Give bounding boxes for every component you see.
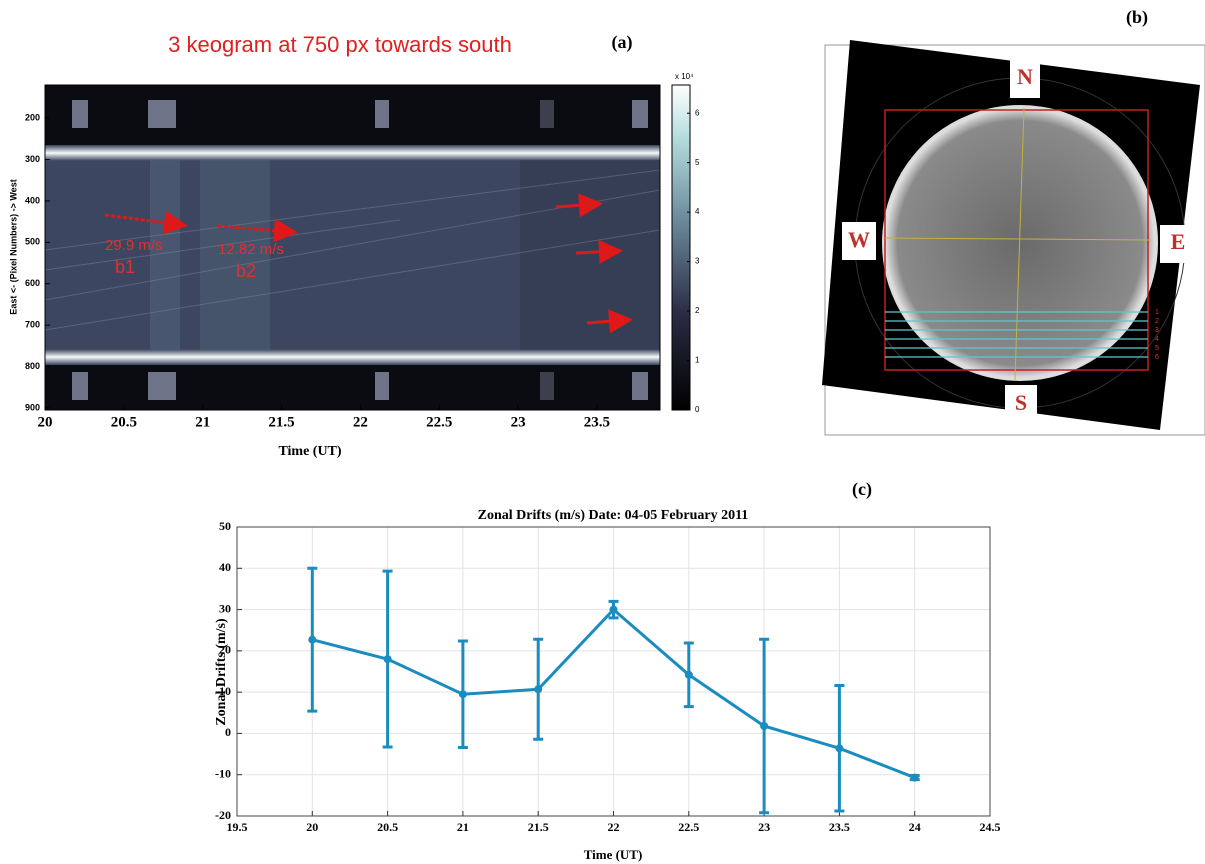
x-tick-label: 22.5 xyxy=(426,414,452,430)
x-tick-label: 22 xyxy=(608,820,620,834)
y-tick-label: 500 xyxy=(25,237,40,247)
colorbar-tick-label: 6 xyxy=(695,108,700,117)
annotation: 12.82 m/s xyxy=(218,241,284,258)
y-tick-label: 20 xyxy=(219,643,231,657)
colorbar-tick-label: 2 xyxy=(695,306,700,315)
x-tick-label: 21 xyxy=(457,820,469,834)
y-tick-label: 40 xyxy=(219,560,231,574)
x-tick-label: 22 xyxy=(353,414,368,430)
point xyxy=(910,773,919,782)
sky-image xyxy=(822,40,1205,436)
keogram-image: 29.9 m/s b1 12.82 m/s b2 xyxy=(44,85,661,410)
plot-frame xyxy=(44,84,661,411)
colorbar-tick-label: 0 xyxy=(695,405,700,414)
row-label: 6 xyxy=(1155,354,1159,361)
point xyxy=(835,744,844,753)
x-tick-label: 24.5 xyxy=(980,820,1001,834)
x-axis-label: Time (UT) xyxy=(278,444,341,459)
colorbar-tick-label: 1 xyxy=(695,356,700,365)
y-axis-label: Zonal Drifts (m/s) xyxy=(214,618,229,726)
point xyxy=(760,721,769,730)
x-tick-label: 23 xyxy=(511,414,526,430)
x-tick-label: 23 xyxy=(758,820,770,834)
chart-title: Zonal Drifts (m/s) Date: 04-05 February … xyxy=(478,508,749,523)
row-label: 3 xyxy=(1155,327,1159,334)
x-tick-label: 20 xyxy=(38,414,53,430)
y-tick-label: 200 xyxy=(25,112,40,122)
y-tick-label: 600 xyxy=(25,278,40,288)
y-tick-label: 50 xyxy=(219,519,231,533)
panel-label: (c) xyxy=(852,479,872,500)
point xyxy=(308,635,317,644)
point xyxy=(458,690,467,699)
x-tick-label: 21.5 xyxy=(268,414,294,430)
x-tick-label: 20 xyxy=(306,820,318,834)
colorbar-tick-label: 5 xyxy=(695,158,700,167)
point xyxy=(684,670,693,679)
colorbar-tick-label: 3 xyxy=(695,257,700,266)
direction-label: E xyxy=(1171,229,1186,254)
y-tick-label: 400 xyxy=(25,195,40,205)
row-label: 4 xyxy=(1155,336,1159,343)
annotation: b1 xyxy=(115,257,135,277)
x-tick-label: 19.5 xyxy=(227,820,248,834)
x-tick-label: 22.5 xyxy=(678,820,699,834)
point xyxy=(609,605,618,614)
row-label: 2 xyxy=(1155,318,1159,325)
point xyxy=(534,685,543,694)
chart-title: 3 keogram at 750 px towards south xyxy=(168,32,512,57)
direction-label: W xyxy=(848,227,870,252)
direction-label: S xyxy=(1015,390,1027,415)
x-tick-label: 21.5 xyxy=(528,820,549,834)
point xyxy=(383,655,392,664)
annotation: b2 xyxy=(236,261,256,281)
x-axis-label: Time (UT) xyxy=(584,847,643,862)
y-tick-label: -10 xyxy=(215,766,231,780)
direction-label: N xyxy=(1017,64,1033,89)
x-tick-label: 20.5 xyxy=(377,820,398,834)
y-tick-label: 300 xyxy=(25,154,40,164)
colorbar xyxy=(671,84,691,411)
plot-frame xyxy=(236,526,991,817)
y-tick-label: 700 xyxy=(25,320,40,330)
row-label: 5 xyxy=(1155,345,1159,352)
y-tick-label: 0 xyxy=(225,725,231,739)
x-tick-label: 23.5 xyxy=(584,414,610,430)
x-tick-label: 21 xyxy=(195,414,210,430)
colorbar-tick-label: 4 xyxy=(695,207,700,216)
panel-label: (a) xyxy=(612,32,633,53)
colorbar-label: x 10⁴ xyxy=(675,72,694,81)
y-tick-label: 30 xyxy=(219,601,231,615)
annotation: 29.9 m/s xyxy=(105,237,163,254)
x-tick-label: 24 xyxy=(909,820,921,834)
x-tick-label: 23.5 xyxy=(829,820,850,834)
panel-label: (b) xyxy=(1126,7,1148,28)
x-tick-label: 20.5 xyxy=(111,414,137,430)
row-label: 1 xyxy=(1155,309,1159,316)
y-tick-label: 10 xyxy=(219,684,231,698)
y-tick-label: -20 xyxy=(215,808,231,822)
y-tick-label: 800 xyxy=(25,361,40,371)
y-axis-label: East <- (Pixel Numbers) -> West xyxy=(8,179,18,314)
y-tick-label: 900 xyxy=(25,402,40,412)
